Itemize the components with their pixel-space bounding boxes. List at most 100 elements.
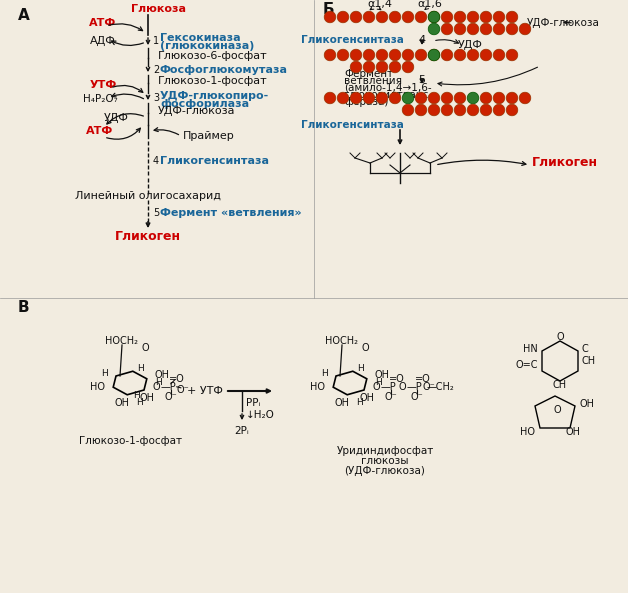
Text: PPᵢ: PPᵢ: [246, 398, 261, 408]
Circle shape: [441, 11, 453, 23]
Text: H: H: [101, 368, 108, 378]
Text: В: В: [18, 301, 30, 315]
Circle shape: [428, 92, 440, 104]
Circle shape: [480, 11, 492, 23]
Text: 2: 2: [153, 65, 160, 75]
Text: (амило-1,4→1,6-: (амило-1,4→1,6-: [344, 83, 431, 93]
Circle shape: [493, 11, 505, 23]
Circle shape: [363, 11, 375, 23]
Text: Гексокиназа: Гексокиназа: [160, 33, 241, 43]
Text: OH: OH: [359, 393, 374, 403]
Text: Гликоген: Гликоген: [115, 231, 181, 244]
Circle shape: [324, 92, 336, 104]
Circle shape: [402, 49, 414, 61]
Circle shape: [376, 61, 388, 73]
Text: O: O: [373, 382, 381, 392]
Circle shape: [363, 61, 375, 73]
Circle shape: [350, 11, 362, 23]
Circle shape: [441, 49, 453, 61]
Text: HO: HO: [310, 382, 325, 392]
Circle shape: [415, 104, 427, 116]
Circle shape: [467, 11, 479, 23]
Text: O=C: O=C: [516, 360, 538, 370]
Text: =O: =O: [389, 374, 404, 384]
Circle shape: [506, 11, 518, 23]
Circle shape: [493, 92, 505, 104]
Text: Н₄Р₂О₇: Н₄Р₂О₇: [83, 94, 117, 104]
Text: 5: 5: [153, 208, 160, 218]
Circle shape: [428, 104, 440, 116]
Circle shape: [441, 23, 453, 35]
Circle shape: [493, 49, 505, 61]
Circle shape: [467, 92, 479, 104]
Text: O⁻: O⁻: [165, 392, 177, 402]
Text: (УДФ-глюкоза): (УДФ-глюкоза): [345, 466, 425, 476]
Circle shape: [480, 92, 492, 104]
Text: Фермент «ветвления»: Фермент «ветвления»: [160, 208, 301, 218]
Circle shape: [454, 11, 466, 23]
Circle shape: [337, 49, 349, 61]
Text: УДФ: УДФ: [104, 113, 129, 123]
Circle shape: [350, 61, 362, 73]
Circle shape: [337, 92, 349, 104]
Circle shape: [480, 104, 492, 116]
Circle shape: [324, 49, 336, 61]
Circle shape: [428, 11, 440, 23]
Text: Гликоген: Гликоген: [532, 157, 598, 170]
Circle shape: [389, 92, 401, 104]
Circle shape: [337, 11, 349, 23]
Text: глюкозилтранс-: глюкозилтранс-: [344, 90, 432, 100]
Text: АТФ: АТФ: [87, 126, 114, 136]
Circle shape: [506, 104, 518, 116]
Text: O: O: [556, 332, 564, 342]
Text: H: H: [357, 364, 364, 373]
Circle shape: [493, 23, 505, 35]
Text: Фермент: Фермент: [344, 69, 393, 79]
Text: ветвления: ветвления: [344, 76, 402, 86]
Text: 5: 5: [418, 75, 426, 85]
Circle shape: [428, 49, 440, 61]
Text: —P: —P: [407, 382, 423, 392]
Circle shape: [415, 92, 427, 104]
Circle shape: [480, 49, 492, 61]
Circle shape: [428, 23, 440, 35]
Text: H: H: [322, 368, 328, 378]
Text: O: O: [153, 382, 161, 392]
Text: Глюкоза: Глюкоза: [131, 4, 185, 14]
Circle shape: [402, 104, 414, 116]
Text: C: C: [582, 344, 589, 354]
Text: —P: —P: [381, 382, 397, 392]
Text: HO: HO: [520, 427, 535, 437]
Text: OH: OH: [115, 398, 130, 408]
Circle shape: [467, 49, 479, 61]
Text: фераза): фераза): [344, 97, 388, 107]
Text: Гликогенсинтаза: Гликогенсинтаза: [301, 35, 403, 45]
Circle shape: [402, 11, 414, 23]
Circle shape: [506, 23, 518, 35]
Text: OH: OH: [375, 370, 390, 380]
Circle shape: [441, 104, 453, 116]
Text: + УТФ: + УТФ: [187, 386, 223, 396]
Circle shape: [506, 92, 518, 104]
Text: O⁻: O⁻: [423, 382, 435, 392]
Text: OH: OH: [139, 393, 154, 403]
Text: O: O: [141, 343, 149, 353]
Text: УДФ: УДФ: [458, 40, 482, 50]
Text: глюкозы: глюкозы: [361, 456, 409, 466]
Circle shape: [415, 11, 427, 23]
Circle shape: [519, 23, 531, 35]
Circle shape: [454, 104, 466, 116]
Text: Глюкозо-1-фосфат: Глюкозо-1-фосфат: [78, 436, 181, 446]
Circle shape: [506, 49, 518, 61]
Text: O⁻: O⁻: [384, 392, 397, 402]
Circle shape: [376, 11, 388, 23]
Circle shape: [454, 49, 466, 61]
Circle shape: [363, 49, 375, 61]
Circle shape: [389, 11, 401, 23]
Text: 4: 4: [153, 156, 159, 166]
Text: Гликогенсинтаза: Гликогенсинтаза: [301, 120, 403, 130]
Text: УДФ-глюкоза: УДФ-глюкоза: [158, 106, 236, 116]
Text: А: А: [18, 8, 30, 24]
Circle shape: [519, 92, 531, 104]
Circle shape: [428, 11, 440, 23]
